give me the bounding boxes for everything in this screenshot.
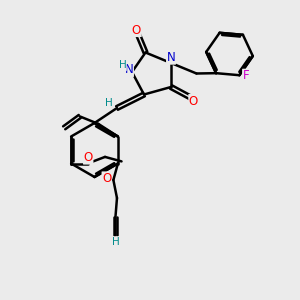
Text: O: O	[84, 151, 93, 164]
Text: H: H	[118, 60, 126, 70]
Text: N: N	[167, 51, 176, 64]
Text: H: H	[105, 98, 112, 109]
Text: O: O	[102, 172, 111, 185]
Text: F: F	[243, 69, 249, 82]
Text: N: N	[124, 63, 134, 76]
Text: H: H	[112, 237, 119, 247]
Text: O: O	[189, 94, 198, 108]
Text: O: O	[132, 23, 141, 37]
